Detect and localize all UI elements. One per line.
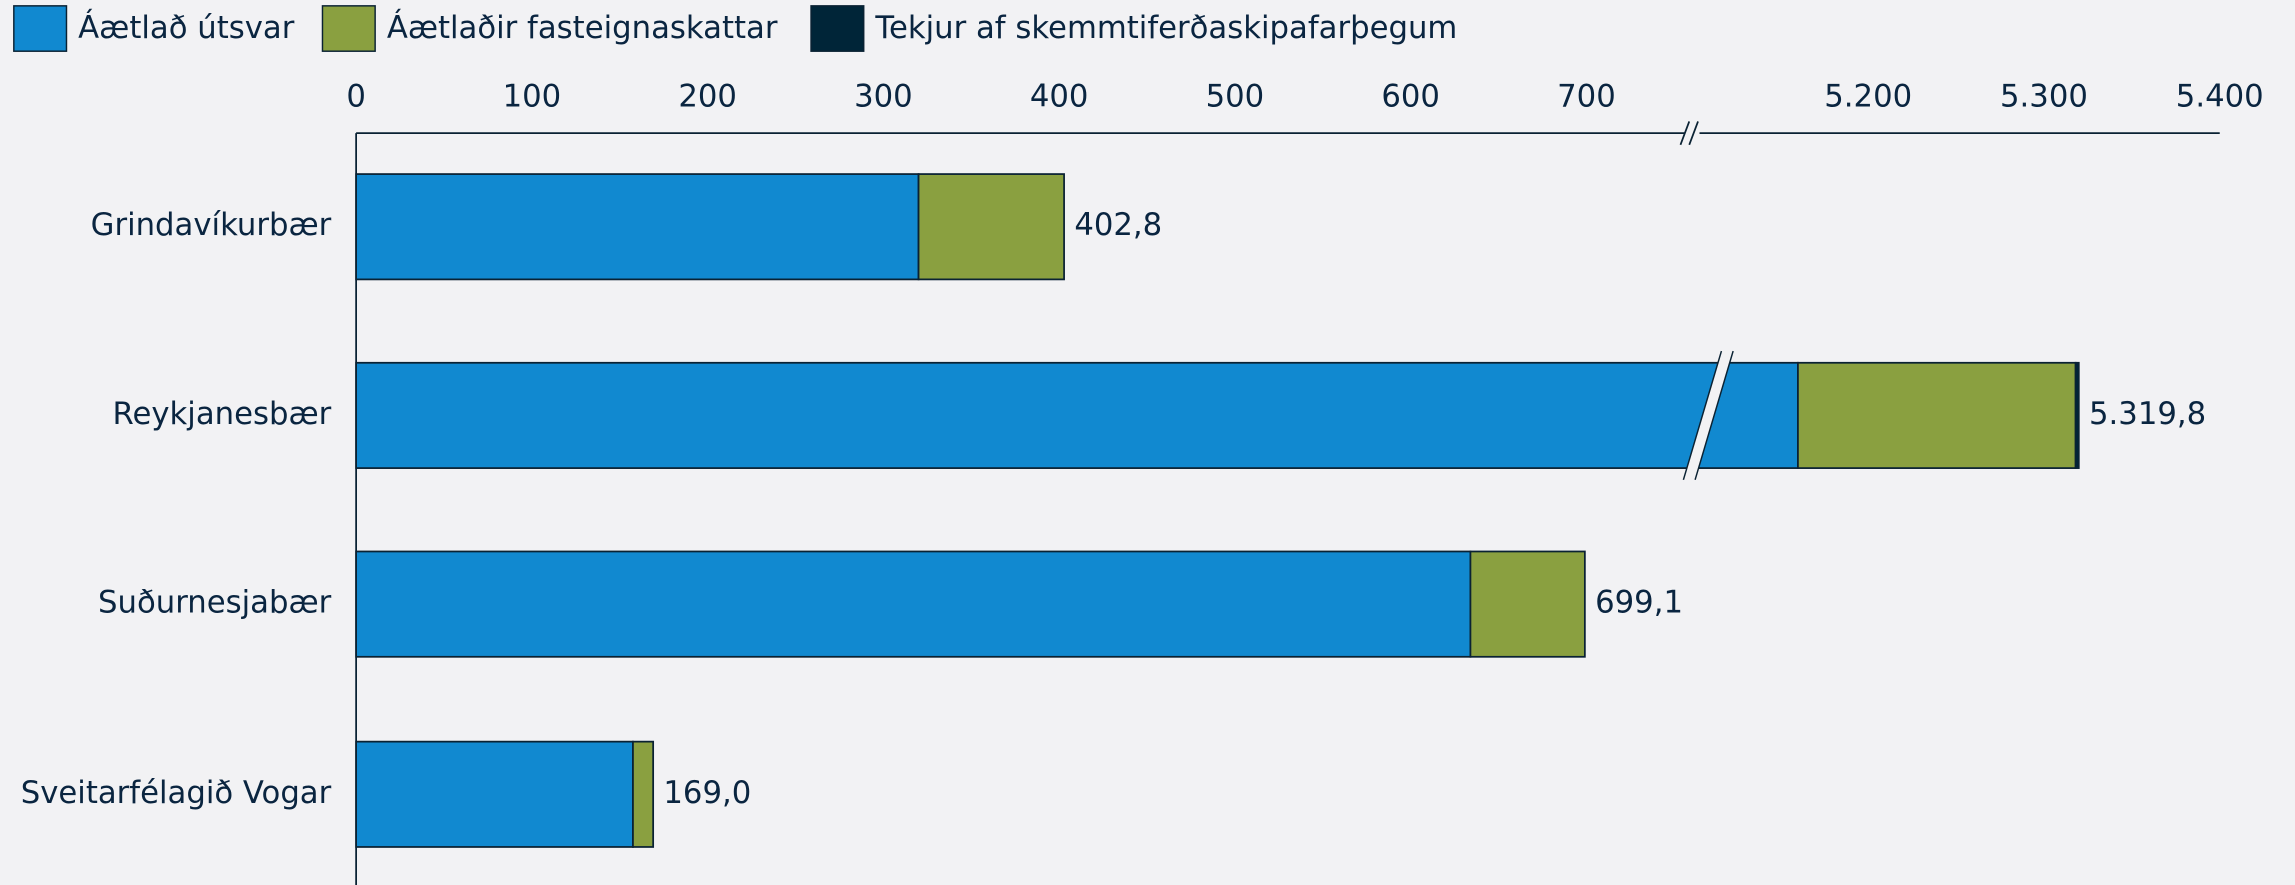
bar-segment: [355, 740, 634, 848]
x-tick-label: 5.300: [2000, 79, 2088, 115]
y-tick-label: Grindavíkurbær: [91, 207, 332, 243]
legend-swatch: [321, 5, 376, 52]
axis-break: [1679, 121, 1691, 146]
axis-break: [1688, 121, 1699, 146]
legend-label: Áætlaðir fasteignaskattar: [387, 10, 778, 46]
bar-segment: [1797, 361, 2077, 469]
legend-swatch: [13, 5, 68, 52]
y-tick-label: Suðurnesjabær: [98, 585, 332, 621]
y-tick-label: Sveitarfélagið Vogar: [21, 775, 332, 811]
legend-label: Áætlað útsvar: [78, 10, 295, 46]
bar-break: [1683, 351, 1734, 480]
bar-break-edge: [1682, 350, 1723, 481]
x-tick-label: 400: [1030, 79, 1089, 115]
bar-segment: [355, 173, 920, 281]
bar-segment: [632, 740, 655, 848]
x-tick-label: 300: [854, 79, 913, 115]
bar-segment: [2074, 361, 2080, 469]
bar-break-edge: [1694, 350, 1734, 481]
x-tick-label: 200: [678, 79, 737, 115]
x-tick-label: 0: [346, 79, 366, 115]
bar-segment: [355, 361, 1799, 469]
legend-label: Tekjur af skemmtiferðaskipafarþegum: [874, 10, 1457, 46]
y-tick-label: Reykjanesbær: [113, 396, 332, 432]
x-tick-label: 5.400: [2176, 79, 2264, 115]
total-label: 5.319,8: [2089, 396, 2206, 432]
total-label: 402,8: [1074, 207, 1162, 243]
x-tick-label: 5.200: [1824, 79, 1912, 115]
x-tick-label: 700: [1557, 79, 1616, 115]
total-label: 169,0: [663, 775, 751, 811]
total-label: 699,1: [1595, 585, 1683, 621]
bar-segment: [1469, 550, 1586, 658]
x-tick-label: 600: [1381, 79, 1440, 115]
bar-segment: [917, 173, 1065, 281]
bar-segment: [355, 550, 1472, 658]
x-tick-label: 500: [1206, 79, 1265, 115]
x-tick-label: 100: [503, 79, 562, 115]
legend-swatch: [810, 5, 865, 52]
